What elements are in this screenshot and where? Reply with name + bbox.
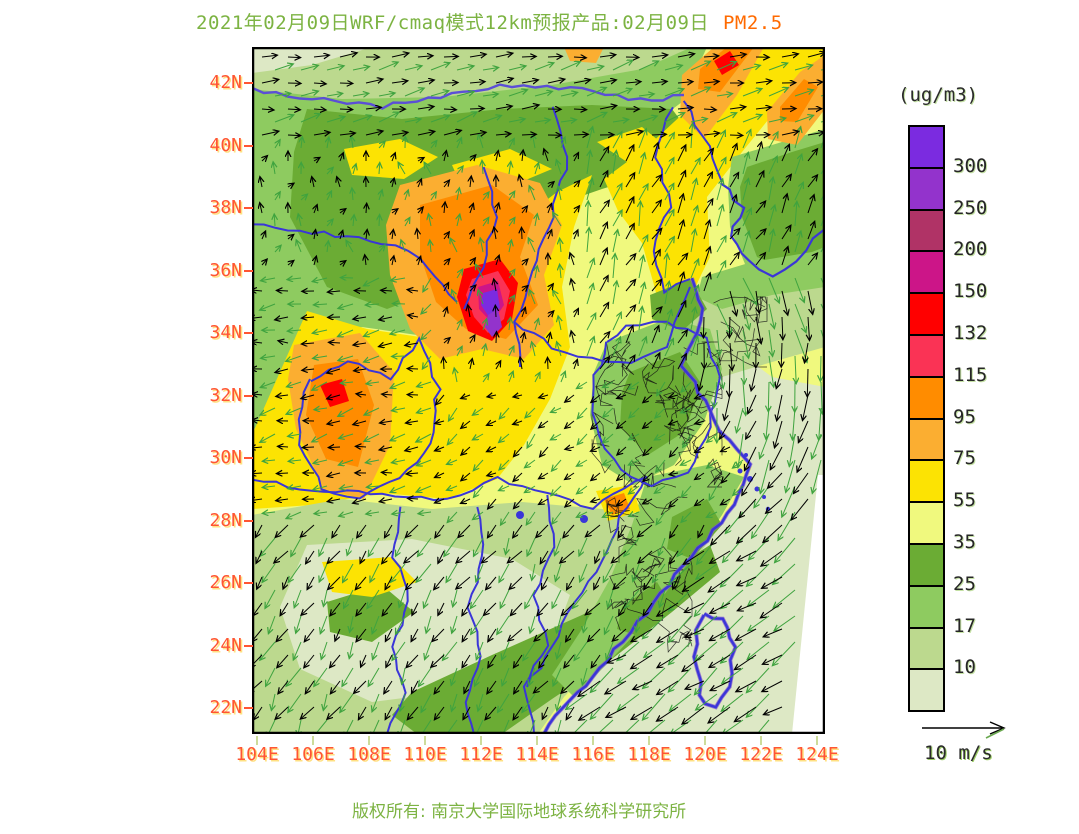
lon-tick xyxy=(312,736,314,745)
legend-value: 150 xyxy=(953,280,988,303)
lon-tick xyxy=(536,736,538,745)
legend-swatch xyxy=(908,125,945,169)
lon-tick xyxy=(704,736,706,745)
lat-label: 40N xyxy=(209,134,242,156)
lon-label: 104E xyxy=(235,744,279,765)
title-pollutant: PM2.5 xyxy=(722,12,783,34)
lon-tick xyxy=(368,736,370,745)
lon-label: 114E xyxy=(515,744,559,765)
lat-label: 34N xyxy=(209,322,242,343)
lat-label: 32N xyxy=(209,384,242,406)
map-canvas xyxy=(252,47,825,734)
lat-label: 22N xyxy=(209,697,242,718)
legend-swatch xyxy=(908,166,945,211)
lat-label: 42N xyxy=(209,72,242,93)
legend-value: 55 xyxy=(953,489,976,512)
legend-value: 95 xyxy=(953,405,976,428)
copyright-text: 版权所有: 南京大学国际地球系统科学研究所 xyxy=(352,802,687,822)
lon-tick xyxy=(816,736,818,745)
legend-swatch xyxy=(908,668,945,713)
legend-swatch xyxy=(908,459,945,504)
legend-value: 35 xyxy=(953,531,976,553)
lat-tick xyxy=(244,457,253,459)
lat-tick xyxy=(244,582,253,584)
lon-label: 110E xyxy=(403,744,447,765)
legend-swatch xyxy=(908,375,945,420)
lat-tick xyxy=(244,269,253,272)
lat-tick xyxy=(244,207,253,209)
legend-value: 200 xyxy=(953,238,988,261)
lat-tick xyxy=(244,707,253,709)
legend-swatch xyxy=(908,292,945,336)
lon-label: 116E xyxy=(571,744,615,765)
lat-label: 26N xyxy=(209,572,242,593)
lon-tick xyxy=(424,736,426,745)
legend-value: 300 xyxy=(953,154,988,177)
legend-swatch xyxy=(908,334,945,378)
lon-label: 108E xyxy=(347,744,391,765)
lon-label: 112E xyxy=(459,744,503,765)
lat-tick xyxy=(244,82,253,84)
lat-tick xyxy=(244,332,253,334)
legend-swatch xyxy=(908,417,945,462)
legend-swatch xyxy=(908,543,945,587)
pm25-forecast-map xyxy=(252,47,825,734)
lon-label: 120E xyxy=(683,744,727,765)
legend-value: 10 xyxy=(953,656,976,679)
lon-tick xyxy=(480,736,482,745)
lat-label: 38N xyxy=(209,197,242,218)
wind-scale: 10 m/s xyxy=(916,714,1026,770)
lon-tick xyxy=(256,736,258,745)
legend-swatch xyxy=(908,250,945,295)
lat-tick xyxy=(244,144,253,147)
lat-tick xyxy=(244,519,253,522)
lat-tick xyxy=(244,394,253,397)
legend-value: 250 xyxy=(953,196,988,219)
lat-label: 36N xyxy=(209,259,242,281)
lon-tick xyxy=(760,736,762,745)
lon-label: 124E xyxy=(795,744,839,765)
lat-label: 24N xyxy=(209,634,242,656)
lat-label: 30N xyxy=(209,447,242,468)
legend-value: 115 xyxy=(953,363,988,386)
lon-label: 122E xyxy=(739,744,783,765)
lon-tick xyxy=(592,736,594,745)
legend-value: 132 xyxy=(953,322,988,344)
lon-tick xyxy=(648,736,650,745)
lon-label: 106E xyxy=(291,744,335,765)
page-title: 2021年02月09日WRF/cmaq模式12km预报产品:02月09日 PM2.… xyxy=(196,8,783,35)
legend-unit-label: (ug/m3) xyxy=(898,84,979,106)
title-main: 2021年02月09日WRF/cmaq模式12km预报产品:02月09日 xyxy=(196,12,709,34)
legend-swatch xyxy=(908,584,945,629)
legend-value: 17 xyxy=(953,614,976,637)
legend-swatch xyxy=(908,626,945,671)
lat-label: 28N xyxy=(209,509,242,531)
wind-scale-arrow-icon xyxy=(922,721,1006,739)
legend-value: 75 xyxy=(953,447,976,470)
legend-swatch xyxy=(908,208,945,253)
lon-label: 118E xyxy=(627,744,671,765)
legend-value: 25 xyxy=(953,572,976,595)
wind-scale-label: 10 m/s xyxy=(924,742,993,764)
legend-swatch xyxy=(908,501,945,545)
lat-tick xyxy=(244,644,253,647)
